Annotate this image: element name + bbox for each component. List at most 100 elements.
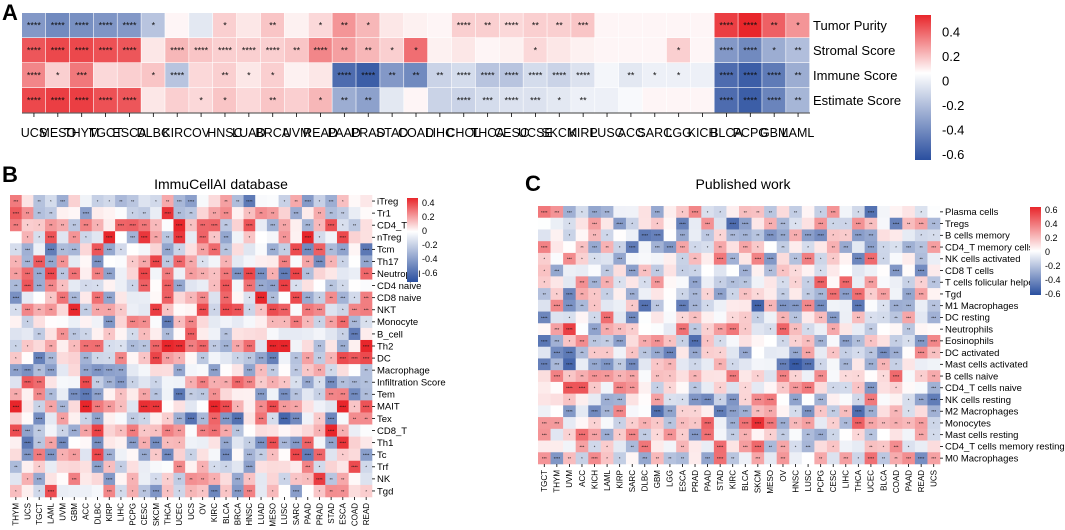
- heatmap-cell: [701, 299, 715, 312]
- column-label: BRCA: [255, 126, 290, 140]
- heatmap-cell: [588, 299, 602, 312]
- heatmap-cell: [56, 303, 69, 317]
- heatmap-cell: [313, 207, 326, 220]
- heatmap-cell: [713, 288, 727, 301]
- significance-stars: ****: [830, 315, 837, 320]
- heatmap-cell: [826, 381, 840, 394]
- heatmap-cell: [751, 264, 765, 277]
- heatmap-cell: [21, 484, 34, 498]
- heatmap-cell: [852, 358, 865, 371]
- heatmap-cell: [126, 376, 139, 389]
- heatmap-cell: [290, 436, 303, 449]
- significance-stars: *: [644, 280, 646, 285]
- heatmap-cell: [103, 303, 116, 317]
- heatmap-cell: [336, 412, 349, 425]
- heatmap-cell: [651, 428, 664, 441]
- heatmap-cell: [404, 63, 428, 88]
- heatmap-cell: [255, 388, 268, 401]
- heatmap-cell: [220, 388, 233, 401]
- significance-stars: ****: [153, 259, 160, 264]
- heatmap-cell: [231, 231, 244, 244]
- heatmap-cell: [600, 299, 614, 312]
- significance-stars: ***: [329, 199, 334, 204]
- significance-stars: *: [167, 489, 169, 494]
- heatmap-cell: [301, 327, 314, 341]
- column-label: LIHC: [117, 503, 126, 521]
- heatmap-cell: [663, 323, 677, 336]
- significance-stars: *: [669, 374, 671, 379]
- significance-stars: *: [155, 477, 157, 482]
- significance-stars: **: [236, 428, 240, 433]
- heatmap-cell: [21, 315, 34, 329]
- heatmap-cell: [877, 393, 891, 406]
- heatmap-cell: [839, 370, 853, 383]
- significance-stars: ***: [781, 421, 786, 426]
- heatmap-cell: [839, 428, 853, 441]
- heatmap-cell: [93, 63, 117, 88]
- column-label: PCPG: [733, 126, 768, 140]
- heatmap-cell: [21, 400, 34, 413]
- heatmap-cell: [638, 323, 652, 336]
- heatmap-cell: [852, 241, 865, 254]
- heatmap-cell: [325, 412, 338, 425]
- row-label: Tregs: [945, 219, 969, 230]
- significance-stars: ***: [554, 210, 559, 215]
- significance-stars: ****: [199, 308, 206, 313]
- significance-stars: **: [329, 247, 333, 252]
- heatmap-cell: [45, 13, 70, 38]
- column-label: UCS: [187, 503, 196, 520]
- significance-stars: ****: [719, 96, 734, 106]
- heatmap-cell: [185, 207, 198, 220]
- heatmap-cell: [701, 428, 715, 441]
- heatmap-cell: [550, 452, 564, 465]
- heatmap-cell: [638, 452, 652, 465]
- significance-stars: ****: [679, 327, 686, 332]
- significance-stars: *: [581, 257, 583, 262]
- heatmap-cell: [852, 428, 865, 441]
- heatmap-cell: [676, 264, 690, 277]
- heatmap-cell: [864, 370, 878, 383]
- heatmap-cell: [103, 231, 116, 244]
- significance-stars: *: [744, 327, 746, 332]
- significance-stars: *: [619, 433, 621, 438]
- heatmap-cell: [547, 63, 571, 88]
- significance-stars: **: [224, 380, 228, 385]
- heatmap-cell: [713, 428, 727, 441]
- heatmap-cell: [33, 436, 46, 449]
- heatmap-cell: [56, 472, 69, 486]
- significance-stars: ***: [25, 428, 30, 433]
- heatmap-cell: [538, 229, 551, 242]
- significance-stars: **: [221, 71, 229, 81]
- heatmap-cell: [208, 303, 221, 317]
- significance-stars: **: [154, 392, 158, 397]
- heatmap-cell: [864, 440, 878, 453]
- color-scale-bar: [1030, 207, 1041, 295]
- heatmap-cell: [266, 339, 279, 353]
- heatmap-cell: [762, 88, 786, 113]
- heatmap-cell: [21, 255, 34, 268]
- heatmap-cell: [789, 405, 803, 418]
- significance-stars: **: [794, 233, 798, 238]
- heatmap-cell: [638, 393, 652, 406]
- heatmap-cell: [313, 400, 326, 413]
- significance-stars: ****: [780, 327, 787, 332]
- heatmap-cell: [914, 346, 928, 359]
- significance-stars: ****: [880, 350, 887, 355]
- heatmap-cell: [625, 241, 639, 254]
- row-label: Plasma cells: [945, 207, 999, 218]
- significance-stars: **: [248, 356, 252, 361]
- heatmap-cell: [663, 370, 677, 383]
- significance-stars: *: [719, 210, 721, 215]
- heatmap-cell: [208, 219, 221, 232]
- heatmap-cell: [348, 424, 361, 437]
- significance-stars: *: [883, 444, 885, 449]
- heatmap-cell: [290, 291, 303, 305]
- heatmap-cell: [588, 393, 602, 406]
- significance-stars: ***: [693, 304, 698, 309]
- heatmap-cell: [150, 460, 163, 474]
- heatmap-cell: [550, 417, 564, 430]
- heatmap-cell: [852, 440, 865, 453]
- row-label: NK cells resting: [945, 395, 1011, 406]
- significance-stars: ****: [305, 199, 312, 204]
- row-label: NKT: [377, 305, 396, 316]
